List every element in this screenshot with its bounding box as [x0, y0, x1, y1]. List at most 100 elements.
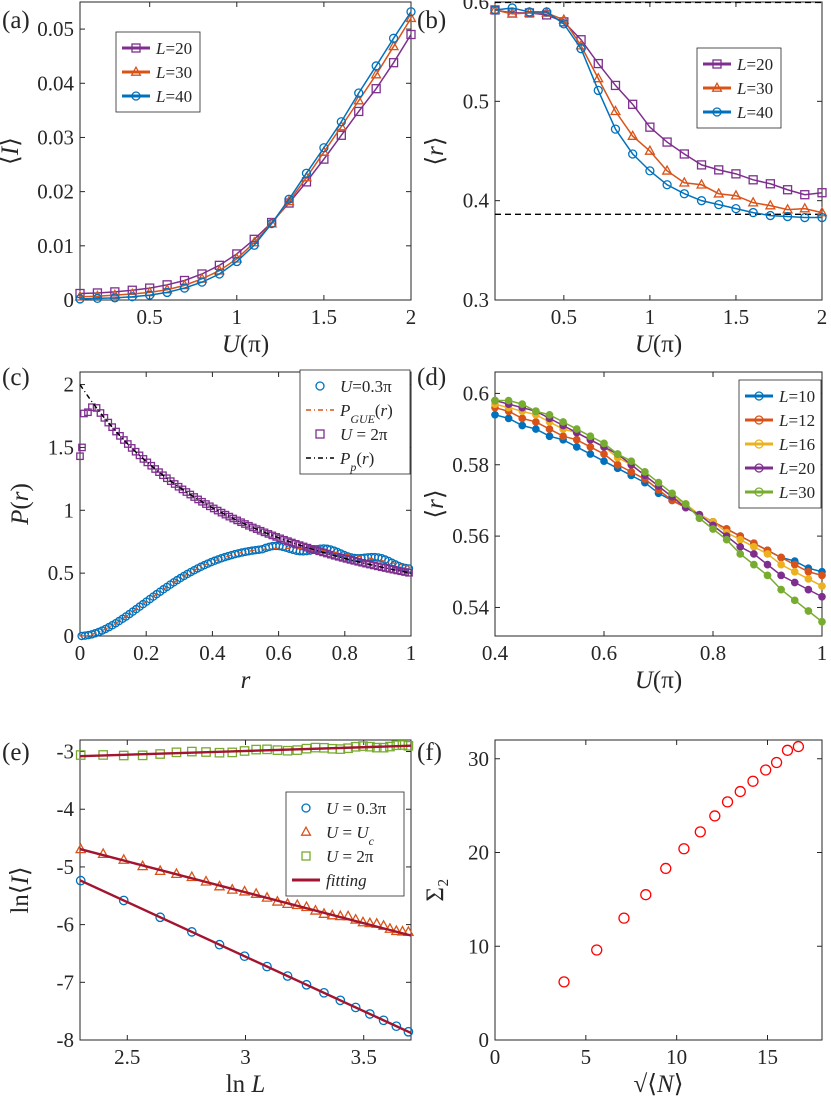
- data-point: [777, 560, 785, 569]
- y-tick-label: -3: [57, 740, 75, 764]
- data-point: [628, 99, 638, 109]
- axes-box: [79, 371, 412, 637]
- data-point: [765, 179, 776, 189]
- data-point: [696, 160, 707, 170]
- data-point: [790, 596, 799, 605]
- panel-b: 0.5 1 1.5 20.30.40.50.6(b)U(π)⟨r⟩L=20L=30L=…: [417, 0, 828, 358]
- data-point: [586, 432, 595, 441]
- data-point: [770, 756, 783, 769]
- data-point: [84, 408, 92, 417]
- data-point: [284, 537, 292, 546]
- data-point: [818, 592, 826, 601]
- data-point: [364, 916, 376, 928]
- legend-marker: [315, 381, 325, 391]
- legend-marker: [712, 107, 722, 117]
- data-point: [618, 912, 630, 924]
- data-point: [713, 187, 725, 198]
- data-point: [249, 240, 259, 250]
- data-point: [127, 292, 137, 302]
- data-point: [182, 488, 191, 496]
- data-point: [532, 418, 540, 426]
- legend-entry: L=16: [778, 435, 815, 454]
- data-point: [679, 149, 689, 159]
- panel-label: (f): [417, 739, 442, 766]
- data-point: [818, 571, 826, 580]
- data-point: [532, 425, 540, 433]
- data-point: [817, 212, 827, 223]
- data-point: [777, 585, 785, 594]
- data-point: [74, 842, 87, 854]
- data-point: [777, 571, 785, 580]
- y-tick-label: 0.6: [463, 381, 489, 405]
- data-point: [782, 211, 793, 222]
- data-point: [252, 525, 261, 533]
- data-point: [349, 913, 362, 924]
- data-point: [116, 431, 124, 440]
- data-point: [491, 410, 499, 419]
- x-tick-label: 0.6: [265, 641, 291, 665]
- data-point: [162, 287, 172, 298]
- fit-line: [79, 879, 412, 1035]
- legend-entry: L=30: [778, 483, 815, 502]
- data-point: [764, 199, 776, 210]
- x-tick-label: 0.6: [591, 641, 617, 665]
- data-point: [213, 506, 222, 515]
- x-tick-label: 3.5: [351, 1045, 377, 1069]
- legend: L=10 L=12 L=16 L=20 L=30: [738, 379, 822, 509]
- data-point: [572, 443, 581, 451]
- y-tick-label: 1: [64, 498, 75, 522]
- data-point: [593, 85, 603, 96]
- data-point: [104, 418, 113, 427]
- data-point: [804, 585, 813, 594]
- data-point: [233, 516, 242, 525]
- data-point: [232, 256, 242, 267]
- data-point: [110, 293, 120, 303]
- data-point: [239, 951, 250, 962]
- y-tick-label: -5: [57, 855, 75, 879]
- data-point: [760, 764, 772, 776]
- data-point: [250, 887, 262, 898]
- legend-marker: [754, 391, 764, 401]
- axes-box: [494, 739, 823, 1041]
- data-point: [283, 195, 295, 206]
- data-point: [205, 502, 214, 511]
- legend-entry: fitting: [326, 871, 367, 890]
- y-tick-label: 0.54: [452, 595, 489, 619]
- data-point: [301, 168, 312, 178]
- y-tick-label: 0: [64, 624, 75, 648]
- data-point: [266, 217, 278, 228]
- data-point: [644, 144, 656, 155]
- data-point: [627, 468, 636, 476]
- y-tick-label: 0.4: [463, 189, 490, 213]
- p-gue-curve: [79, 547, 412, 637]
- data-point: [75, 288, 85, 299]
- y-tick-label: 0.56: [452, 524, 489, 548]
- data-point: [709, 525, 717, 533]
- data-point: [256, 526, 265, 535]
- data-point: [346, 555, 355, 564]
- legend-entry: PGUE(r): [339, 401, 393, 426]
- data-point: [627, 129, 639, 140]
- legend-entry: L=20: [155, 39, 192, 58]
- data-point: [695, 514, 704, 523]
- x-tick-label: 5: [581, 1045, 592, 1069]
- legend: L=20 L=30 L=40: [115, 31, 201, 113]
- data-point: [268, 531, 277, 540]
- data-point: [714, 199, 724, 210]
- data-point: [190, 493, 199, 501]
- data-point: [123, 440, 132, 448]
- data-point: [358, 558, 366, 567]
- legend-marker: [754, 463, 764, 473]
- data-point: [370, 68, 382, 79]
- data-point: [301, 979, 312, 990]
- data-point: [572, 425, 581, 433]
- data-point: [371, 61, 381, 71]
- panel-c: 0 0.2 0.4 0.6 0.8 1 0 0.5 1 1.5 2 (c) r P(r) U=0.3π PGU…: [2, 364, 416, 694]
- data-point: [291, 539, 300, 548]
- data-point: [96, 409, 105, 417]
- legend-entry: L=20: [778, 459, 815, 478]
- data-point: [600, 450, 608, 458]
- data-point: [388, 40, 400, 51]
- data-point: [319, 987, 329, 998]
